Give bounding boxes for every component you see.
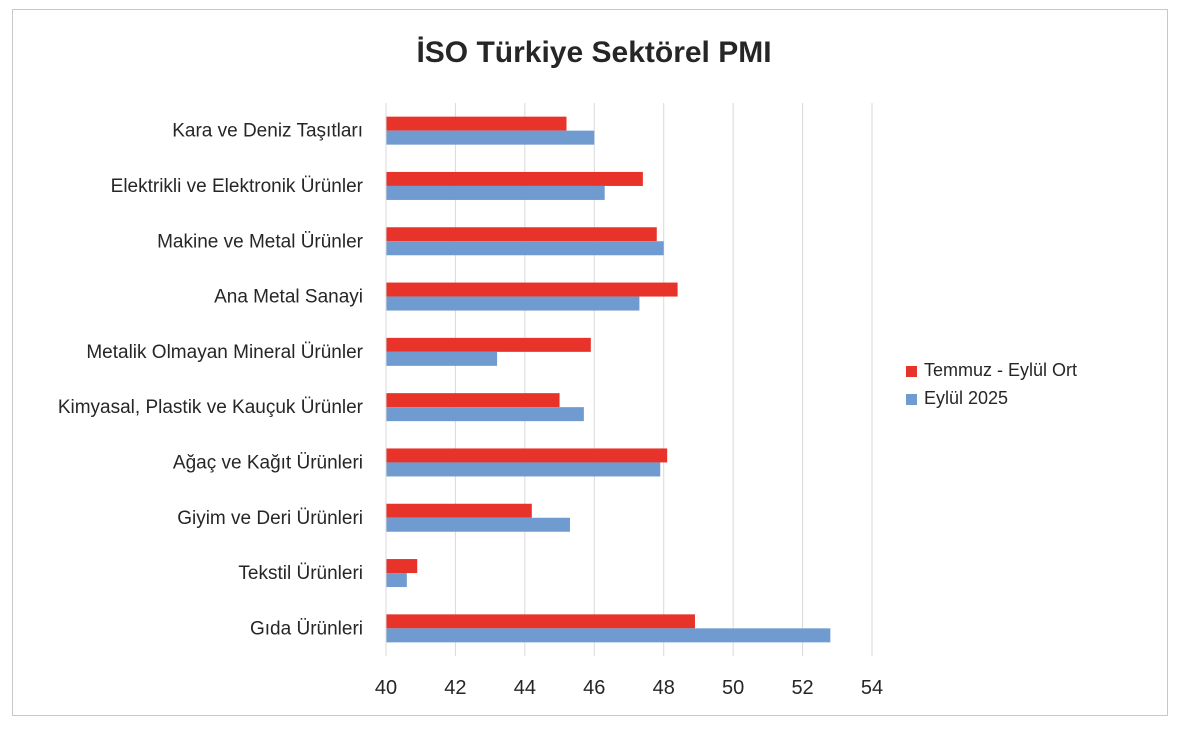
legend-label: Eylül 2025 <box>924 388 1008 408</box>
category-label: Makine ve Metal Ürünler <box>157 231 364 252</box>
category-label: Giyim ve Deri Ürünleri <box>177 508 363 529</box>
x-tick-label: 50 <box>722 677 744 699</box>
legend-swatch <box>906 366 917 377</box>
bar <box>386 628 831 643</box>
category-label: Ana Metal Sanayi <box>214 287 363 308</box>
bar <box>386 614 695 629</box>
bar <box>386 559 418 574</box>
bar <box>386 393 560 408</box>
x-tick-label: 48 <box>653 677 675 699</box>
bar <box>386 503 532 518</box>
legend: Temmuz - Eylül Ort Eylül 2025 <box>906 360 1077 408</box>
bar <box>386 282 678 297</box>
bar <box>386 116 567 131</box>
category-labels: Kara ve Deniz Taşıtları Elektrikli ve Ele… <box>58 121 364 640</box>
bar <box>386 573 407 588</box>
chart-frame <box>12 9 1168 716</box>
x-tick-label: 44 <box>514 677 536 699</box>
category-label: Tekstil Ürünleri <box>238 563 363 584</box>
bar <box>386 448 668 463</box>
bar <box>386 241 664 256</box>
bar <box>386 130 595 145</box>
legend-label: Temmuz - Eylül Ort <box>924 360 1077 380</box>
bar <box>386 185 605 200</box>
category-label: Gıda Ürünleri <box>250 618 363 639</box>
x-tick-label: 54 <box>861 677 883 699</box>
bar <box>386 462 661 477</box>
bar <box>386 227 657 242</box>
x-tick-label: 46 <box>583 677 605 699</box>
bar <box>386 337 591 352</box>
category-label: Ağaç ve Kağıt Ürünleri <box>173 452 363 473</box>
x-tick-label: 40 <box>375 677 397 699</box>
x-tick-label: 42 <box>444 677 466 699</box>
bars <box>386 116 831 643</box>
category-label: Kimyasal, Plastik ve Kauçuk Ürünler <box>58 397 364 418</box>
category-label: Kara ve Deniz Taşıtları <box>172 121 363 142</box>
bar <box>386 171 643 186</box>
bar <box>386 407 584 422</box>
category-label: Metalik Olmayan Mineral Ürünler <box>86 342 363 363</box>
tick-labels: 40 42 44 46 48 50 52 54 <box>375 677 883 699</box>
bar <box>386 351 498 366</box>
bar <box>386 517 570 532</box>
x-tick-label: 52 <box>791 677 813 699</box>
chart-title: İSO Türkiye Sektörel PMI <box>416 36 772 69</box>
bar <box>386 296 640 311</box>
legend-swatch <box>906 394 917 405</box>
category-label: Elektrikli ve Elektronik Ürünler <box>111 176 364 197</box>
